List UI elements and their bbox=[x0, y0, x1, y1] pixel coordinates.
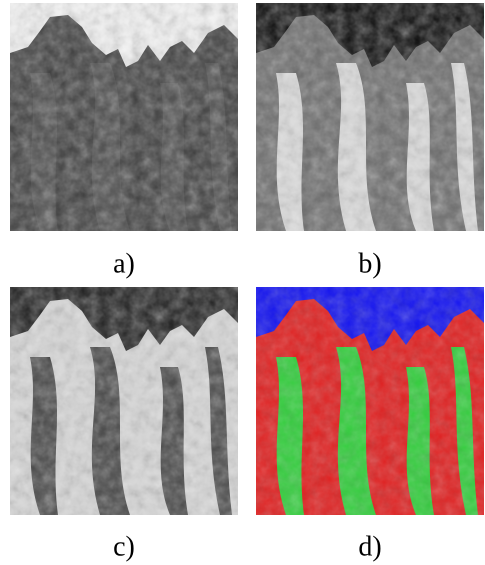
figure: a) b) c) d) bbox=[0, 0, 485, 565]
panel-label: b) bbox=[358, 248, 381, 279]
panel-image-d bbox=[256, 287, 484, 515]
panel-label: c) bbox=[113, 531, 135, 562]
panel-label: d) bbox=[358, 531, 381, 562]
panel-image-b bbox=[256, 3, 484, 231]
page: a) b) c) d) (() => { const data = JSON.p… bbox=[0, 0, 485, 565]
panel-label: a) bbox=[113, 248, 135, 279]
panel-image-a bbox=[10, 3, 238, 231]
panel-image-c bbox=[10, 287, 238, 515]
